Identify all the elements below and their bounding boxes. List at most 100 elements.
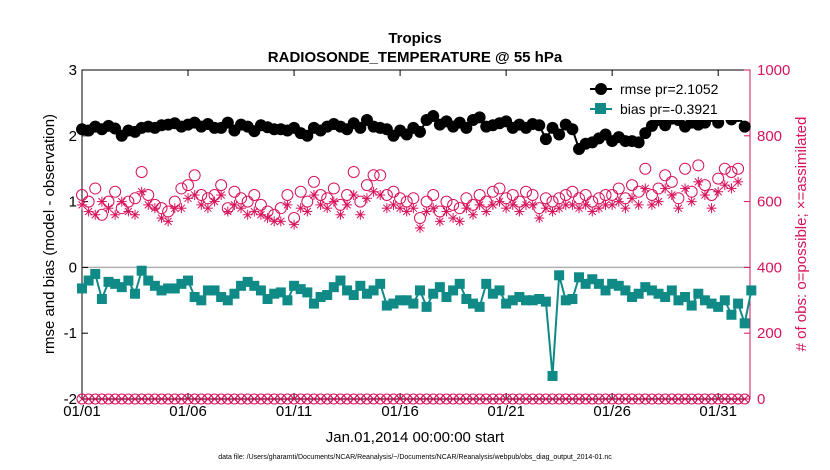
obs-assimilated-point xyxy=(680,183,691,194)
y2-tick-label: 1000 xyxy=(757,62,790,79)
obs-assimilated-point xyxy=(275,216,286,227)
zero-count-circle xyxy=(725,393,737,405)
zero-count-circle xyxy=(89,393,101,405)
bias-point xyxy=(653,288,664,299)
bias-point xyxy=(395,295,406,306)
x-tick-label: 01/31 xyxy=(699,403,737,420)
bias-point xyxy=(521,295,532,306)
obs-assimilated-point xyxy=(474,199,485,210)
obs-possible-point xyxy=(665,175,678,188)
zero-count-circle xyxy=(672,393,684,405)
bias-point xyxy=(746,285,757,296)
zero-count-circle xyxy=(142,393,154,405)
obs-assimilated-point xyxy=(328,196,339,207)
rmse-point xyxy=(221,116,234,129)
asterisk-stroke xyxy=(734,178,742,186)
zero-count-circle xyxy=(262,393,274,405)
zero-count-circle xyxy=(566,393,578,405)
rmse-point xyxy=(413,125,426,138)
bias-point xyxy=(607,278,618,289)
y-tick-label: 0 xyxy=(69,259,77,276)
obs-assimilated-point xyxy=(355,209,366,220)
asterisk-stroke xyxy=(104,204,113,213)
bias-point xyxy=(209,285,220,296)
obs-assimilated-point xyxy=(501,203,512,214)
asterisk-stroke xyxy=(290,220,298,229)
zero-count-circle xyxy=(308,393,320,405)
bias-point xyxy=(222,295,233,306)
asterisk-stroke xyxy=(621,204,630,213)
zero-count-circle xyxy=(540,393,552,405)
zero-count-circle xyxy=(288,393,300,405)
bias-point xyxy=(308,298,319,309)
bias-point xyxy=(110,278,121,289)
zero-count-circle xyxy=(692,393,704,405)
obs-possible-point xyxy=(360,179,373,192)
asterisk-stroke xyxy=(276,217,285,226)
zero-count-circle xyxy=(507,393,519,405)
obs-assimilated-point xyxy=(706,203,717,214)
legend-box xyxy=(586,78,746,120)
obs-assimilated-point xyxy=(467,209,478,220)
asterisk-stroke xyxy=(389,201,398,209)
asterisk-stroke xyxy=(270,217,279,226)
bias-point xyxy=(275,287,286,298)
bias-point xyxy=(680,292,691,303)
asterisk-stroke xyxy=(714,187,723,196)
zero-count-circle xyxy=(381,393,393,405)
zero-count-circle xyxy=(606,393,618,405)
zero-count-circle xyxy=(434,393,446,405)
asterisk-stroke xyxy=(409,204,418,213)
asterisk-stroke xyxy=(608,201,617,209)
zero-count-circle xyxy=(520,393,532,405)
obs-assimilated-point xyxy=(414,222,425,233)
asterisk-stroke xyxy=(237,204,245,213)
obs-assimilated-point xyxy=(726,183,737,194)
zero-count-circle xyxy=(222,393,234,405)
bias-point xyxy=(335,275,346,286)
asterisk-stroke xyxy=(210,197,219,206)
bias-point xyxy=(514,292,525,303)
y2-tick-label: 800 xyxy=(757,128,782,145)
obs-assimilated-point xyxy=(216,190,227,201)
obs-possible-point xyxy=(327,182,340,195)
bias-point xyxy=(706,298,717,309)
asterisk-stroke xyxy=(542,204,550,213)
zero-count-circle xyxy=(580,393,592,405)
asterisk-stroke xyxy=(422,207,431,216)
zero-count-circle xyxy=(275,393,287,405)
obs-assimilated-point xyxy=(282,199,293,210)
y-tick-label: -1 xyxy=(64,325,77,342)
bias-point xyxy=(183,275,194,286)
zero-count-circle xyxy=(467,393,479,405)
asterisk-stroke xyxy=(117,197,126,206)
asterisk-stroke xyxy=(442,207,451,216)
bias-point xyxy=(368,285,379,296)
bias-point xyxy=(713,301,724,312)
bias-point xyxy=(567,293,578,304)
obs-assimilated-point xyxy=(527,199,538,210)
asterisk-stroke xyxy=(561,201,570,209)
asterisk-stroke xyxy=(170,204,179,213)
obs-assimilated-point xyxy=(733,176,744,187)
asterisk-stroke xyxy=(502,204,510,213)
y2-tick-label: 200 xyxy=(757,325,782,342)
obs-assimilated-point xyxy=(322,203,333,214)
bias-point xyxy=(149,280,160,291)
obs-assimilated-point xyxy=(481,206,492,217)
asterisk-stroke xyxy=(661,184,670,193)
zero-count-circle xyxy=(659,393,671,405)
obs-assimilated-point xyxy=(408,203,419,214)
zero-count-circle xyxy=(480,393,492,405)
obs-possible-point xyxy=(725,165,738,178)
bias-point xyxy=(428,288,439,299)
zero-count-circle xyxy=(427,393,439,405)
asterisk-stroke xyxy=(382,204,391,213)
bias-point xyxy=(613,280,624,291)
asterisk-stroke xyxy=(648,201,656,209)
zero-count-circle xyxy=(328,393,340,405)
bias-point xyxy=(388,298,399,309)
zero-count-circle xyxy=(195,393,207,405)
zero-count-circle xyxy=(460,393,472,405)
asterisk-stroke xyxy=(356,210,365,219)
